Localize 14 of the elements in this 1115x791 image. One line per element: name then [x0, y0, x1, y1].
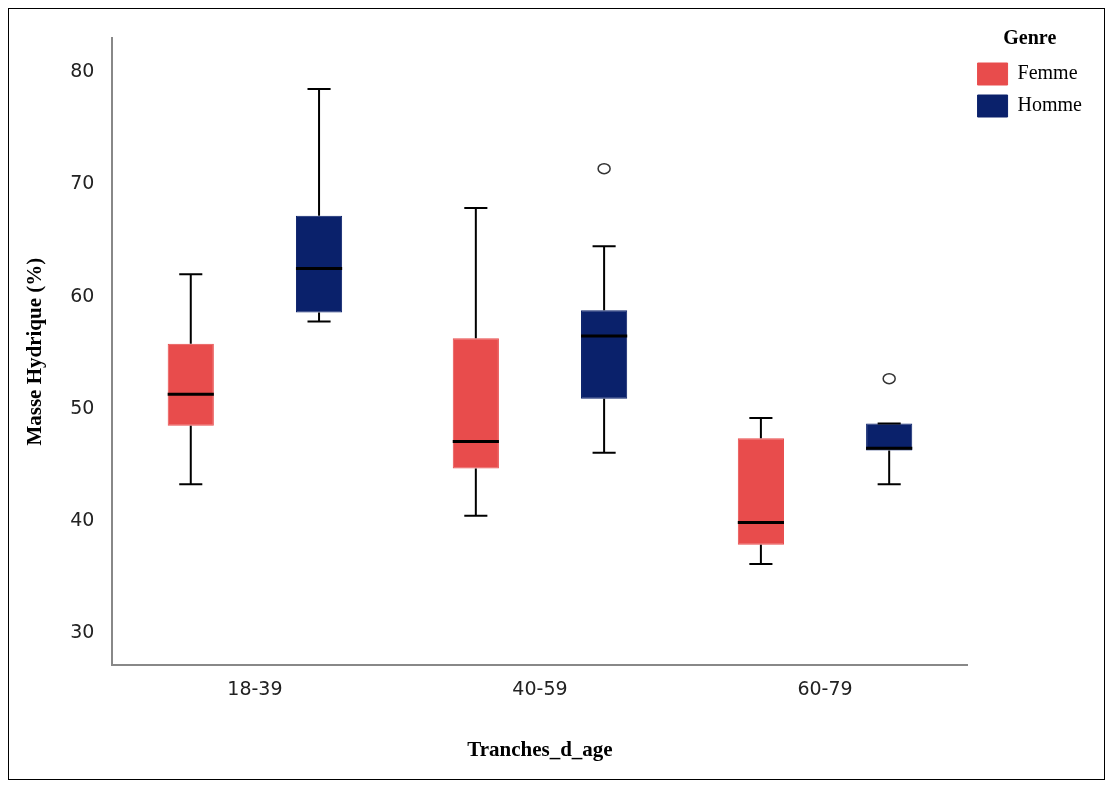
x-tick-label: 18-39 [227, 677, 283, 700]
y-axis-title: Masse Hydrique (%) [22, 257, 47, 446]
y-tick-label: 50 [70, 395, 95, 418]
x-tick-label: 40-59 [512, 677, 568, 700]
y-tick-label: 80 [70, 59, 95, 82]
y-tick-label: 30 [70, 620, 95, 643]
x-tick-label: 60-79 [797, 677, 853, 700]
y-tick-label: 70 [70, 171, 95, 194]
legend-label: Homme [1017, 93, 1083, 116]
y-tick-label: 60 [70, 283, 95, 306]
legend-label: Femme [1017, 61, 1078, 84]
x-axis-title: Tranches_d_age [467, 736, 613, 761]
legend-title: Genre [1003, 26, 1057, 49]
y-tick-label: 40 [70, 508, 95, 531]
